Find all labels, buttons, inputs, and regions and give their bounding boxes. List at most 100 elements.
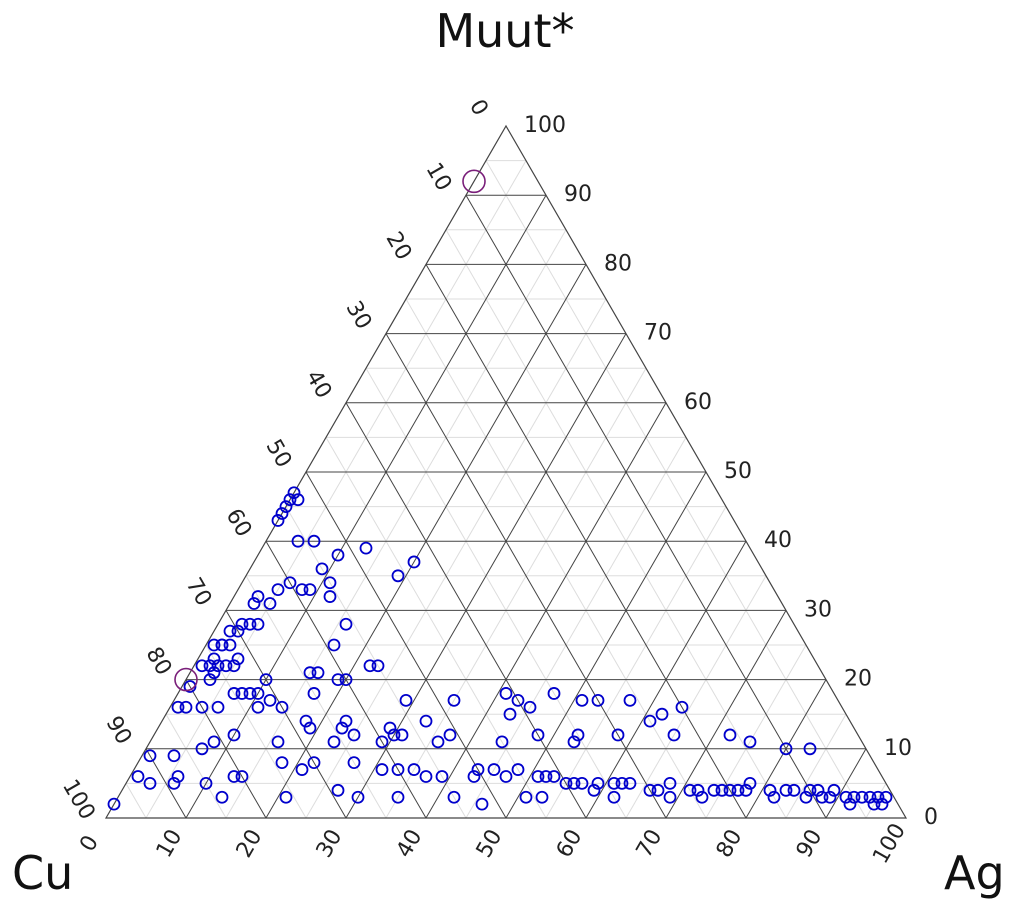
data-point bbox=[315, 562, 329, 576]
data-point bbox=[867, 797, 881, 811]
data-point bbox=[447, 790, 461, 804]
data-point bbox=[591, 693, 605, 707]
tick-label-ag: 60 bbox=[552, 825, 588, 862]
major-gridline bbox=[225, 610, 347, 819]
data-point bbox=[767, 790, 781, 804]
tick-label-cu: 50 bbox=[261, 435, 297, 472]
tick-label-ag: 80 bbox=[712, 825, 748, 862]
data-point bbox=[567, 777, 581, 790]
data-point bbox=[335, 721, 349, 735]
data-point bbox=[323, 590, 337, 603]
minor-gridline bbox=[325, 437, 547, 819]
minor-gridline bbox=[445, 229, 787, 819]
data-point bbox=[675, 700, 689, 714]
tick-label-cu: 40 bbox=[301, 366, 337, 403]
data-point bbox=[207, 735, 221, 749]
data-point bbox=[435, 770, 449, 783]
data-point bbox=[275, 700, 289, 714]
data-point bbox=[607, 790, 621, 804]
tick-label-cu: 100 bbox=[57, 775, 100, 824]
data-point bbox=[303, 721, 317, 735]
data-point bbox=[779, 783, 793, 797]
data-point bbox=[339, 714, 353, 728]
data-point bbox=[559, 777, 573, 790]
data-point bbox=[339, 673, 353, 686]
data-point bbox=[499, 687, 513, 700]
data-point bbox=[391, 790, 405, 804]
tick-label-ag: 0 bbox=[75, 831, 104, 856]
data-point bbox=[271, 514, 285, 527]
data-point bbox=[263, 597, 277, 610]
data-point bbox=[307, 756, 321, 770]
tick-label-ag: 20 bbox=[232, 825, 268, 862]
data-point bbox=[231, 624, 245, 638]
data-point bbox=[419, 714, 433, 728]
triangle-frame bbox=[104, 124, 908, 819]
data-point bbox=[263, 693, 277, 707]
minor-gridline bbox=[405, 298, 707, 819]
data-point bbox=[283, 493, 297, 507]
data-point bbox=[815, 790, 829, 804]
data-point bbox=[663, 777, 677, 790]
data-point bbox=[535, 790, 549, 804]
data-point bbox=[195, 742, 209, 756]
tick-label-ag: 90 bbox=[792, 825, 828, 862]
data-point bbox=[383, 721, 397, 735]
data-point bbox=[879, 790, 893, 804]
data-point bbox=[143, 749, 157, 763]
data-point bbox=[591, 777, 605, 790]
data-point bbox=[359, 541, 373, 555]
data-point bbox=[207, 652, 221, 666]
tick-label-muut: 20 bbox=[844, 667, 872, 692]
data-point bbox=[691, 783, 705, 797]
data-point bbox=[643, 714, 657, 728]
data-point bbox=[303, 666, 317, 680]
tick-label-muut: 40 bbox=[764, 528, 792, 553]
data-point bbox=[471, 763, 485, 776]
data-point bbox=[171, 700, 185, 714]
minor-gridline bbox=[625, 575, 767, 819]
axis-label-ag: Ag bbox=[944, 846, 1005, 900]
data-point bbox=[323, 576, 337, 590]
data-point bbox=[611, 728, 625, 742]
tick-label-cu: 80 bbox=[141, 643, 177, 680]
data-point bbox=[227, 728, 241, 742]
minor-gridline bbox=[865, 783, 887, 819]
data-point bbox=[203, 673, 217, 686]
tick-label-muut: 80 bbox=[604, 251, 632, 276]
data-point bbox=[391, 569, 405, 583]
data-point bbox=[395, 728, 409, 742]
data-point bbox=[179, 700, 193, 714]
data-point bbox=[243, 617, 257, 631]
data-point bbox=[875, 797, 889, 811]
data-point bbox=[519, 790, 533, 804]
data-point bbox=[215, 638, 229, 652]
data-point bbox=[651, 783, 665, 797]
minor-gridline bbox=[365, 367, 627, 819]
tick-label-cu: 0 bbox=[464, 95, 493, 120]
data-point bbox=[207, 638, 221, 652]
data-point bbox=[327, 638, 341, 652]
data-point bbox=[623, 693, 637, 707]
data-point bbox=[547, 770, 561, 783]
data-point bbox=[683, 783, 697, 797]
data-point bbox=[251, 590, 265, 603]
data-point bbox=[235, 687, 249, 700]
data-point bbox=[531, 728, 545, 742]
tick-label-muut: 100 bbox=[524, 113, 566, 138]
data-point bbox=[499, 770, 513, 783]
data-point bbox=[511, 693, 525, 707]
major-gridline bbox=[745, 679, 827, 819]
data-point bbox=[539, 770, 553, 783]
data-point bbox=[803, 783, 817, 797]
data-point bbox=[291, 493, 305, 507]
data-point bbox=[655, 707, 669, 721]
data-point bbox=[199, 777, 213, 790]
data-point bbox=[587, 783, 601, 797]
data-point bbox=[763, 783, 777, 797]
data-point bbox=[419, 770, 433, 783]
tick-label-ag: 40 bbox=[392, 825, 428, 862]
data-point bbox=[363, 659, 377, 673]
data-point bbox=[171, 770, 185, 783]
